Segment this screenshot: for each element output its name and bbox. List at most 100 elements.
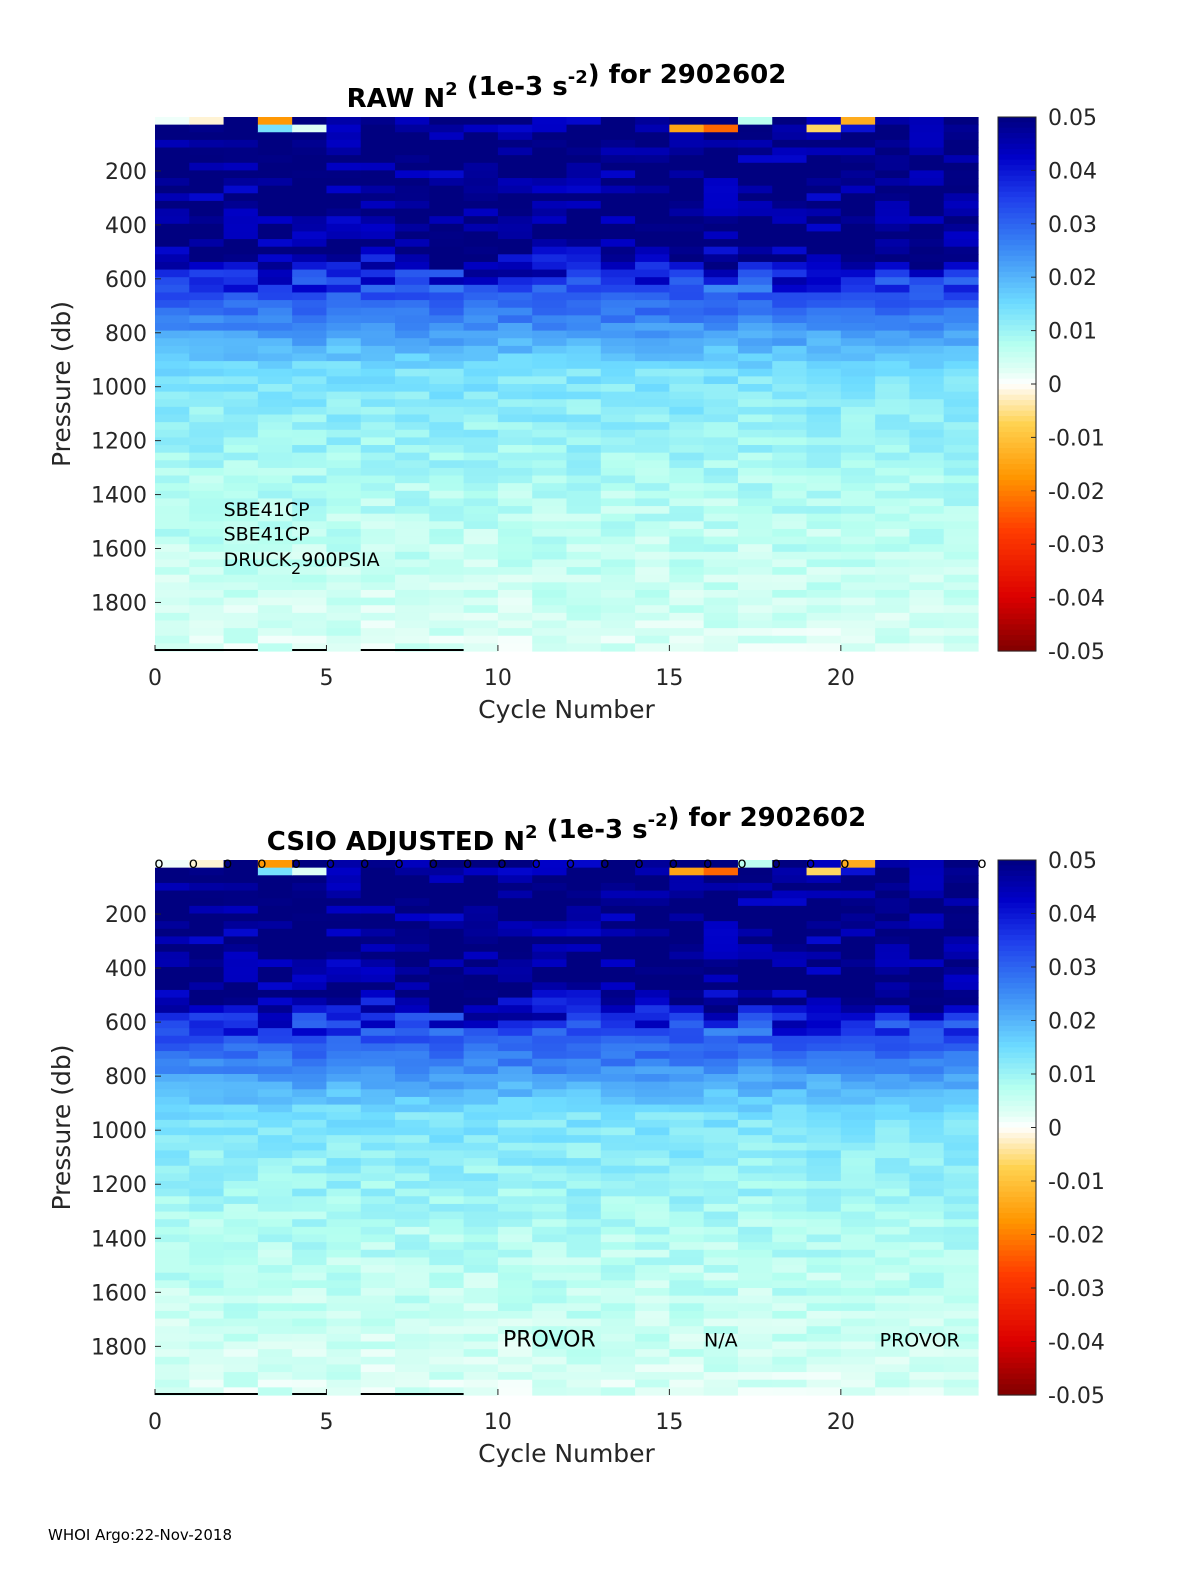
heatmap-cell	[600, 921, 636, 930]
heatmap-cell	[155, 200, 190, 210]
heatmap-cell	[840, 246, 876, 255]
heatmap-cell	[566, 1196, 602, 1205]
heatmap-cell	[943, 132, 979, 141]
heatmap-cell	[909, 216, 945, 225]
heatmap-cell	[772, 1058, 808, 1067]
footer-label: WHOI Argo:22-Nov-2018	[48, 1526, 232, 1544]
heatmap-cell	[600, 1135, 636, 1144]
heatmap-cell	[840, 162, 876, 171]
profile-marker: o	[497, 854, 506, 872]
heatmap-cell	[532, 178, 568, 187]
heatmap-cell	[635, 1119, 670, 1129]
heatmap-cell	[566, 1356, 602, 1366]
heatmap-cell	[223, 1173, 259, 1182]
heatmap-cell	[943, 475, 979, 484]
heatmap-cell	[429, 1280, 465, 1289]
heatmap-cell	[703, 231, 739, 240]
heatmap-cell	[909, 345, 945, 355]
heatmap-cell	[909, 913, 945, 922]
heatmap-cell	[840, 1211, 876, 1220]
heatmap-cell	[360, 1188, 396, 1197]
heatmap-cell	[600, 1081, 636, 1090]
heatmap-cell	[429, 1364, 465, 1373]
heatmap-cell	[840, 967, 876, 976]
heatmap-cell	[943, 997, 979, 1006]
heatmap-cell	[772, 544, 808, 553]
heatmap-cell	[223, 1196, 259, 1205]
colorbar-swatch	[998, 913, 1036, 920]
x-axis-label: Cycle Number	[478, 695, 655, 724]
heatmap-cell	[497, 521, 533, 530]
heatmap-cell	[497, 643, 533, 652]
heatmap-cell	[875, 216, 911, 225]
heatmap-cell	[223, 928, 259, 938]
heatmap-cell	[292, 1104, 328, 1113]
heatmap-cell	[326, 376, 362, 385]
heatmap-cell	[463, 1096, 499, 1106]
heatmap-cell	[875, 475, 911, 484]
heatmap-cell	[635, 875, 670, 884]
heatmap-cell	[155, 292, 190, 301]
heatmap-cell	[257, 559, 293, 568]
heatmap-cell	[532, 597, 568, 606]
heatmap-cell	[429, 1349, 465, 1358]
heatmap-cell	[497, 1188, 533, 1197]
colorbar-swatch	[998, 405, 1036, 412]
heatmap-cell	[497, 1096, 533, 1106]
heatmap-cell	[360, 1318, 396, 1327]
heatmap-cell	[223, 231, 259, 240]
heatmap-cell	[292, 300, 328, 309]
heatmap-cell	[463, 261, 499, 271]
heatmap-cell	[257, 307, 293, 316]
heatmap-cell	[532, 193, 568, 202]
heatmap-cell	[326, 635, 362, 644]
heatmap-cell	[875, 1318, 911, 1327]
heatmap-cell	[463, 521, 499, 530]
heatmap-cell	[635, 292, 670, 301]
heatmap-cell	[943, 1226, 979, 1236]
heatmap-cell	[257, 905, 293, 915]
heatmap-cell	[497, 1043, 533, 1052]
heatmap-cell	[395, 467, 430, 477]
heatmap-cell	[635, 544, 670, 553]
profile-marker: o	[600, 854, 609, 872]
heatmap-cell	[600, 162, 636, 171]
colorbar-swatch	[998, 1047, 1036, 1054]
heatmap-cell	[566, 882, 602, 892]
heatmap-cell	[360, 361, 396, 370]
colorbar-swatch	[998, 426, 1036, 433]
heatmap-cell	[532, 1020, 568, 1029]
heatmap-cell	[635, 1356, 670, 1366]
heatmap-cell	[326, 905, 362, 915]
heatmap-cell	[223, 967, 259, 976]
heatmap-cell	[257, 1188, 293, 1197]
heatmap-cell	[532, 1272, 568, 1281]
heatmap-cell	[806, 860, 842, 869]
colorbar-tick-label: -0.03	[1048, 533, 1105, 558]
heatmap-cell	[635, 460, 670, 469]
heatmap-cell	[875, 1242, 911, 1251]
heatmap-cell	[875, 1211, 911, 1220]
heatmap-cell	[737, 997, 773, 1006]
heatmap-cell	[326, 277, 362, 286]
heatmap-cell	[326, 589, 362, 599]
heatmap-cell	[703, 1135, 739, 1144]
heatmap-cell	[737, 1119, 773, 1129]
heatmap-cell	[806, 1364, 842, 1373]
heatmap-cell	[635, 391, 670, 400]
heatmap-cell	[566, 513, 602, 522]
heatmap-cell	[292, 1081, 328, 1090]
heatmap-cell	[532, 997, 568, 1006]
heatmap-cell	[326, 1265, 362, 1274]
heatmap-cell	[737, 1341, 773, 1350]
heatmap-cell	[189, 117, 225, 126]
heatmap-cell	[806, 1028, 842, 1037]
heatmap-cell	[943, 193, 979, 202]
heatmap-cell	[669, 1096, 705, 1106]
heatmap-cell	[497, 913, 533, 922]
heatmap-cell	[909, 1104, 945, 1113]
heatmap-cell	[909, 239, 945, 248]
heatmap-cell	[566, 200, 602, 210]
heatmap-cell	[840, 254, 876, 263]
heatmap-cell	[532, 231, 568, 240]
